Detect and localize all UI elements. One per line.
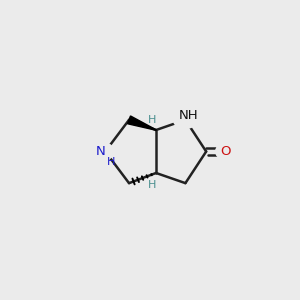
Text: H: H (148, 115, 156, 124)
Text: NH: NH (179, 109, 199, 122)
Ellipse shape (173, 111, 198, 129)
Text: N: N (96, 145, 106, 158)
Ellipse shape (215, 144, 230, 159)
Polygon shape (128, 116, 156, 130)
Ellipse shape (96, 143, 115, 160)
Text: H: H (148, 180, 156, 190)
Text: H: H (107, 158, 116, 167)
Text: O: O (220, 145, 231, 158)
